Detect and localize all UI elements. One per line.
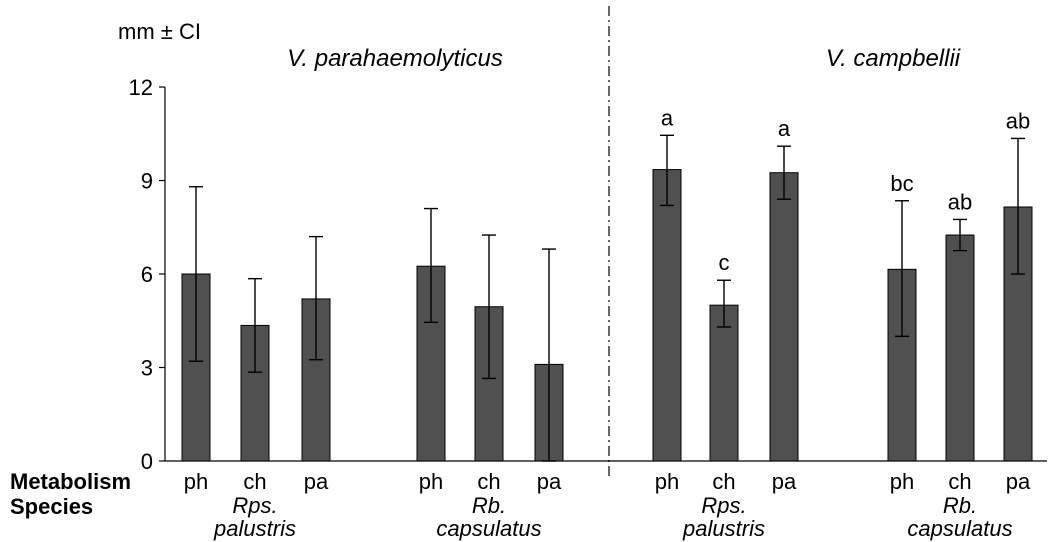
- significance-letter: bc: [890, 171, 913, 196]
- metabolism-tick-label: pa: [537, 469, 562, 494]
- y-tick-label: 0: [141, 449, 153, 474]
- species-label-genus: Rps.: [232, 493, 277, 518]
- metabolism-tick-label: ph: [419, 469, 443, 494]
- species-label-epithet: capsulatus: [907, 516, 1012, 541]
- bar: [709, 304, 739, 462]
- species-label-epithet: palustris: [682, 516, 765, 541]
- y-tick-label: 9: [141, 169, 153, 194]
- significance-letter: c: [719, 250, 730, 275]
- metabolism-tick-label: ph: [184, 469, 208, 494]
- panel-title-left: V. parahaemolyticus: [287, 45, 503, 72]
- species-label-epithet: palustris: [213, 516, 296, 541]
- significance-letter: ab: [1006, 108, 1030, 133]
- species-label-epithet: capsulatus: [436, 516, 541, 541]
- significance-letter: a: [661, 105, 674, 130]
- significance-letter: a: [778, 116, 791, 141]
- species-label-genus: Rps.: [701, 493, 746, 518]
- metabolism-row-label: Metabolism: [10, 469, 131, 494]
- metabolism-tick-label: ch: [477, 469, 500, 494]
- species-row-label: Species: [10, 494, 93, 519]
- species-label-genus: Rb.: [943, 493, 977, 518]
- bar: [769, 172, 799, 462]
- metabolism-tick-label: pa: [772, 469, 797, 494]
- y-tick-label: 6: [141, 262, 153, 287]
- y-axis-unit-label: mm ± CI: [118, 19, 201, 44]
- metabolism-tick-label: pa: [304, 469, 329, 494]
- significance-letter: ab: [948, 189, 972, 214]
- y-tick-label: 3: [141, 356, 153, 381]
- metabolism-tick-label: ph: [655, 469, 679, 494]
- metabolism-tick-label: ch: [948, 469, 971, 494]
- panel-title-right: V. campbellii: [826, 45, 961, 72]
- metabolism-tick-label: ch: [712, 469, 735, 494]
- metabolism-tick-label: ph: [890, 469, 914, 494]
- bar: [945, 234, 975, 462]
- metabolism-tick-label: ch: [243, 469, 266, 494]
- bar: [652, 169, 682, 462]
- y-tick-label: 12: [129, 75, 153, 100]
- metabolism-tick-label: pa: [1006, 469, 1031, 494]
- species-label-genus: Rb.: [472, 493, 506, 518]
